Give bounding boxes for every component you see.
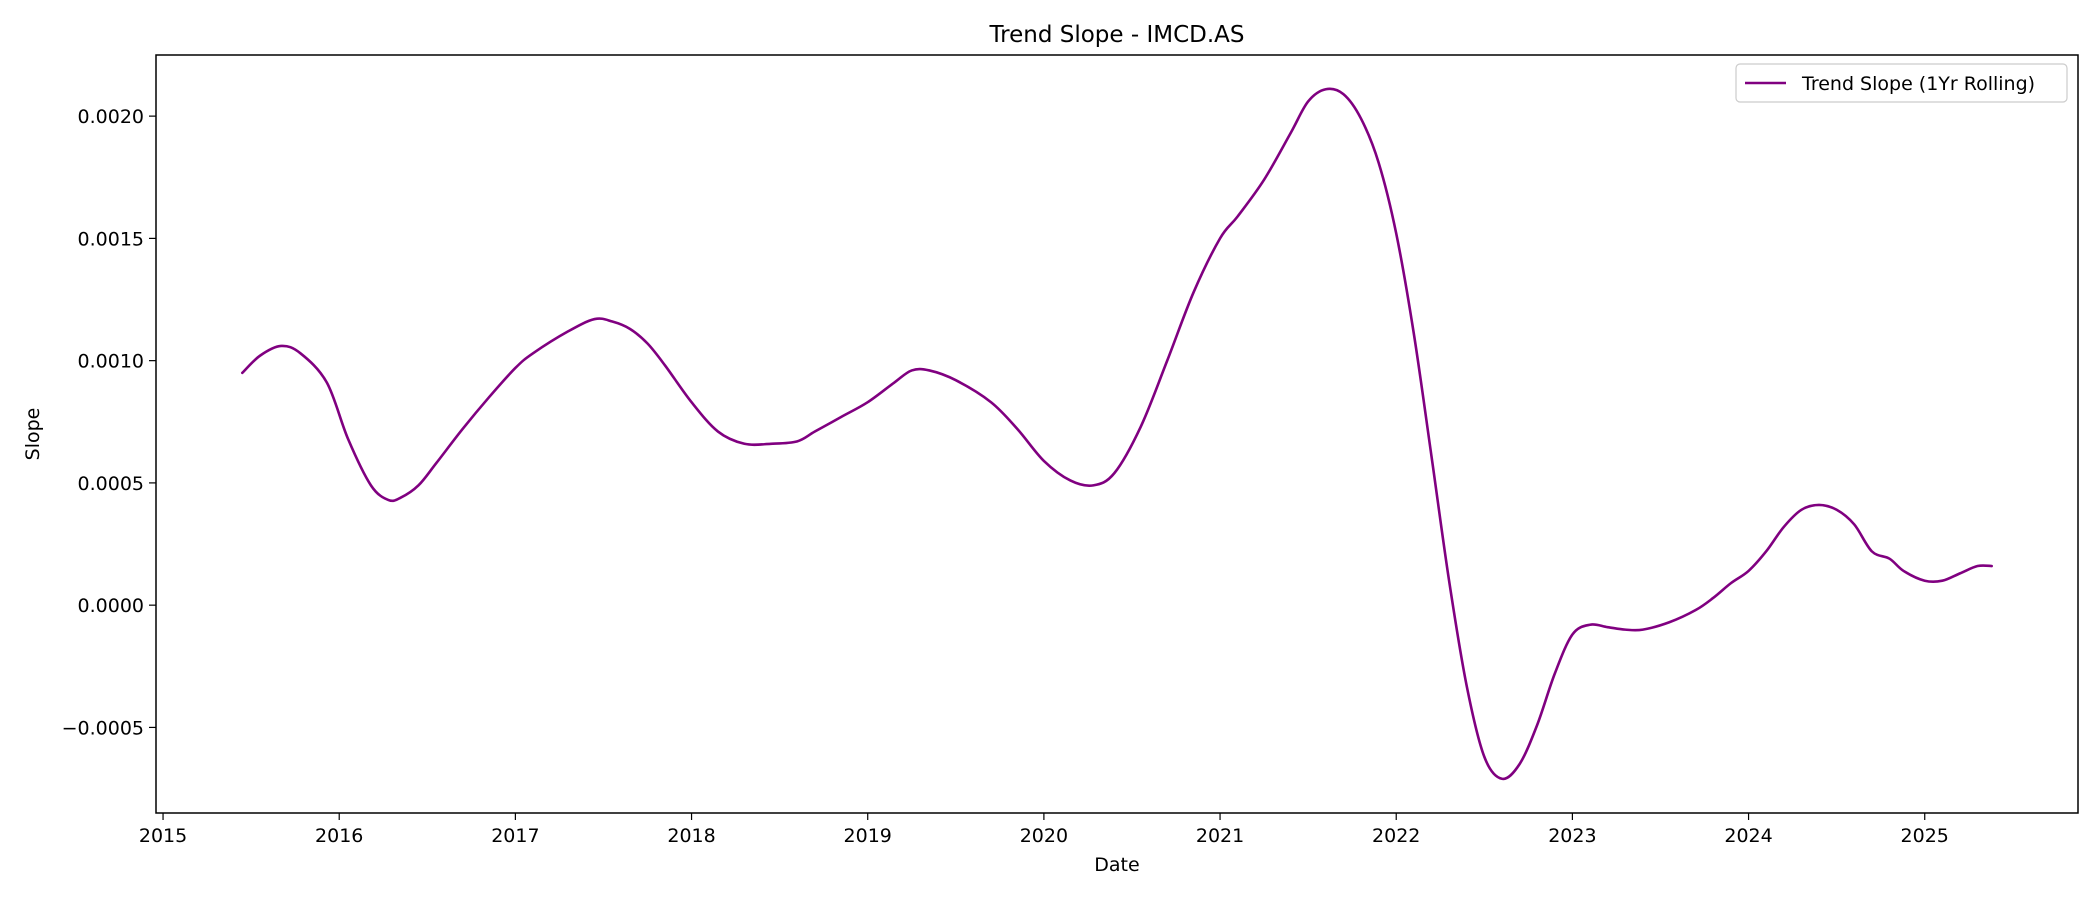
legend-box — [1735, 63, 2068, 103]
x-tick-label-2015: 2015 — [139, 825, 187, 847]
x-tick-label-2021: 2021 — [1196, 825, 1244, 847]
y-tick-label-2: 0.0005 — [78, 473, 144, 495]
series-layer — [241, 87, 1993, 781]
plot-area — [155, 54, 2079, 814]
legend-entry-label: Trend Slope (1Yr Rolling) — [1801, 73, 2035, 95]
x-tick-label-2019: 2019 — [844, 825, 892, 847]
x-tick-label-2018: 2018 — [667, 825, 715, 847]
x-tick-label-2023: 2023 — [1548, 825, 1596, 847]
y-axis: −0.0005 0.0000 0.0005 0.0010 0.0015 0.0020 — [62, 106, 156, 739]
y-tick-label-4: 0.0015 — [78, 228, 144, 250]
x-axis: 2015 2016 2017 2018 2019 2020 2021 2022 2023 2024… — [139, 813, 1949, 847]
legend: Trend Slope (1Yr Rolling) — [1735, 63, 2068, 103]
x-axis-label: Date — [1094, 854, 1139, 876]
y-tick-label-1: 0.0000 — [78, 595, 144, 617]
y-axis-label: Slope — [22, 408, 44, 461]
x-tick-label-2022: 2022 — [1372, 825, 1420, 847]
chart-title: Trend Slope - IMCD.AS — [988, 22, 1244, 48]
y-tick-label-3: 0.0010 — [78, 351, 144, 373]
y-tick-label-5: 0.0020 — [78, 106, 144, 128]
x-tick-label-2025: 2025 — [1901, 825, 1949, 847]
x-tick-label-2020: 2020 — [1020, 825, 1068, 847]
x-tick-label-2017: 2017 — [491, 825, 539, 847]
y-tick-label-0: −0.0005 — [62, 717, 144, 739]
series-line-trend-slope — [241, 87, 1993, 781]
x-tick-label-2016: 2016 — [315, 825, 363, 847]
x-tick-label-2024: 2024 — [1724, 825, 1772, 847]
